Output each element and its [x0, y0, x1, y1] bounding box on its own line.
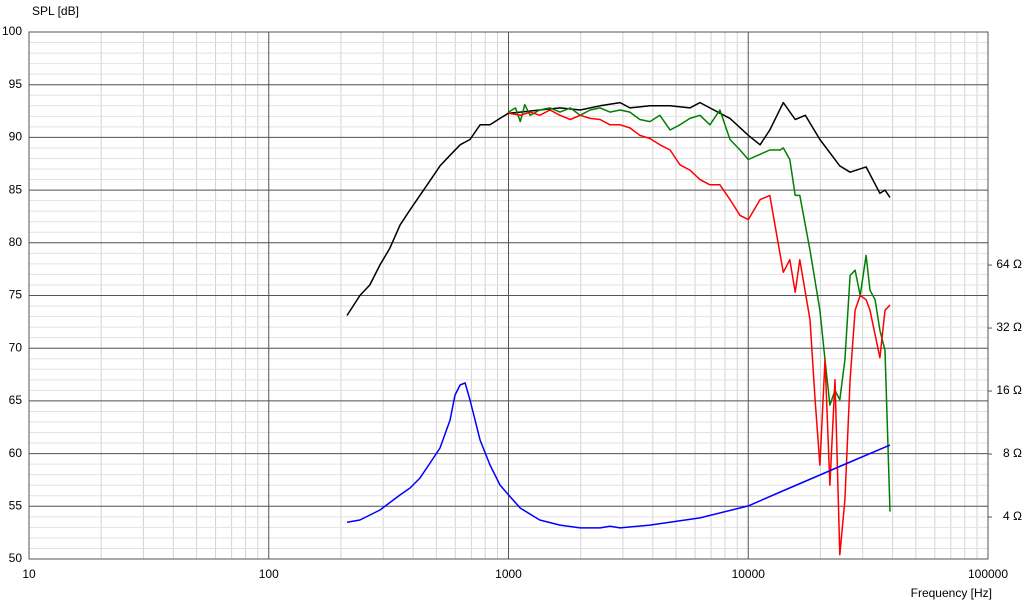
- y-tick-label: 70: [9, 340, 23, 354]
- series-line: [346, 101, 891, 316]
- y-tick-label: 85: [9, 182, 23, 196]
- plot-frame: [28, 31, 989, 560]
- y-axis-label: SPL [dB]: [32, 4, 79, 18]
- series-line: [346, 382, 891, 529]
- x-tick-label: 10: [22, 567, 36, 581]
- series-line: [508, 109, 891, 556]
- y2-tick-label: 64 Ω: [996, 257, 1022, 271]
- y-tick-label: 80: [9, 235, 23, 249]
- y-tick-label: 65: [9, 393, 23, 407]
- y2-tick-label: 4 Ω: [1003, 509, 1022, 523]
- x-tick-label: 10000: [732, 567, 766, 581]
- y2-tick-label: 32 Ω: [996, 320, 1022, 334]
- y-tick-label: 90: [9, 130, 23, 144]
- x-tick-label: 1000: [495, 567, 522, 581]
- y2-tick-label: 8 Ω: [1003, 446, 1022, 460]
- x-tick-label: 100000: [968, 567, 1008, 581]
- y-tick-label: 75: [9, 288, 23, 302]
- series-line: [508, 103, 891, 512]
- y2-tick-label: 16 Ω: [996, 383, 1022, 397]
- x-tick-label: 100: [259, 567, 279, 581]
- y-tick-label: 100: [2, 24, 22, 38]
- x-axis-label: Frequency [Hz]: [911, 586, 992, 600]
- y-tick-label: 55: [9, 498, 23, 512]
- y-tick-label: 95: [9, 77, 23, 91]
- y-tick-label: 60: [9, 446, 23, 460]
- y-tick-label: 50: [9, 551, 23, 565]
